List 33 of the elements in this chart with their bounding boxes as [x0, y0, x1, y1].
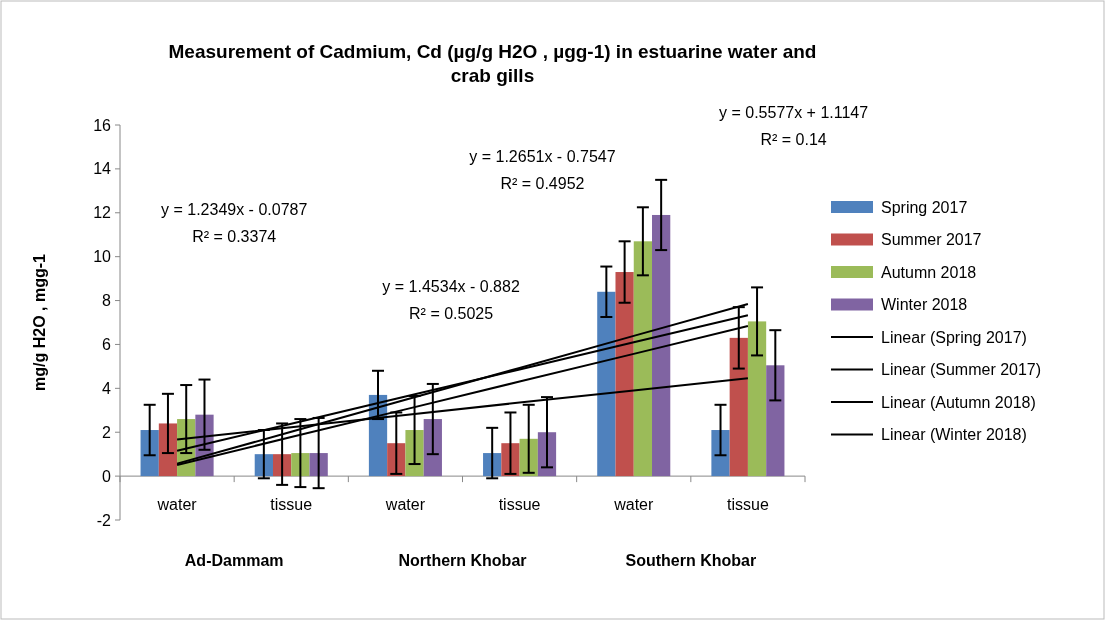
y-tick-label: 0	[102, 467, 112, 485]
text: Southern Khobar	[625, 552, 757, 570]
annotation: y = 0.5577x + 1.1147 R² = 0.14	[719, 104, 869, 149]
annotation: y = 1.4534x - 0.882 R² = 0.5025	[382, 277, 520, 322]
legend-label: Linear (Autumn 2018)	[881, 393, 1036, 411]
text: Northern Khobar	[398, 552, 527, 570]
y-tick-label: 16	[93, 116, 112, 134]
x-tick-label: tissue	[727, 496, 769, 514]
y-tick-label: 12	[93, 204, 112, 222]
y-axis-title: mg/g H2O , mgg-1	[31, 253, 48, 391]
legend-label: Summer 2017	[881, 231, 982, 249]
legend-label: Linear (Winter 2018)	[881, 426, 1027, 444]
y-tick-label: 10	[93, 248, 112, 266]
y-tick-label: 14	[93, 160, 112, 178]
legend-label: Autumn 2018	[881, 263, 977, 281]
text: Ad-Dammam	[184, 552, 284, 570]
annotation: y = 1.2349x - 0.0787 R² = 0.3374	[161, 200, 308, 245]
y-tick-label: 6	[102, 336, 112, 354]
x-tick-label: water	[613, 496, 654, 514]
y-tick-label: -2	[96, 511, 112, 529]
annotation: y = 1.2651x - 0.7547 R² = 0.4952	[469, 148, 616, 193]
y-tick-label: 8	[102, 292, 112, 310]
x-tick-label: tissue	[498, 496, 541, 514]
legend-label: Winter 2018	[881, 296, 968, 314]
chart-title: Measurement of Cadmium, Cd (µg/g H2O , µgg-1) in estuarine water and crab gills	[168, 41, 817, 86]
legend-label: Linear (Spring 2017)	[881, 328, 1027, 346]
x-tick-label: water	[384, 496, 426, 514]
y-tick-label: 4	[102, 379, 112, 397]
y-tick-label: 2	[102, 423, 112, 441]
legend-label: Spring 2017	[881, 198, 968, 216]
x-tick-label: tissue	[270, 496, 313, 514]
x-tick-label: water	[156, 496, 198, 514]
legend-label: Linear (Summer 2017)	[881, 361, 1042, 379]
